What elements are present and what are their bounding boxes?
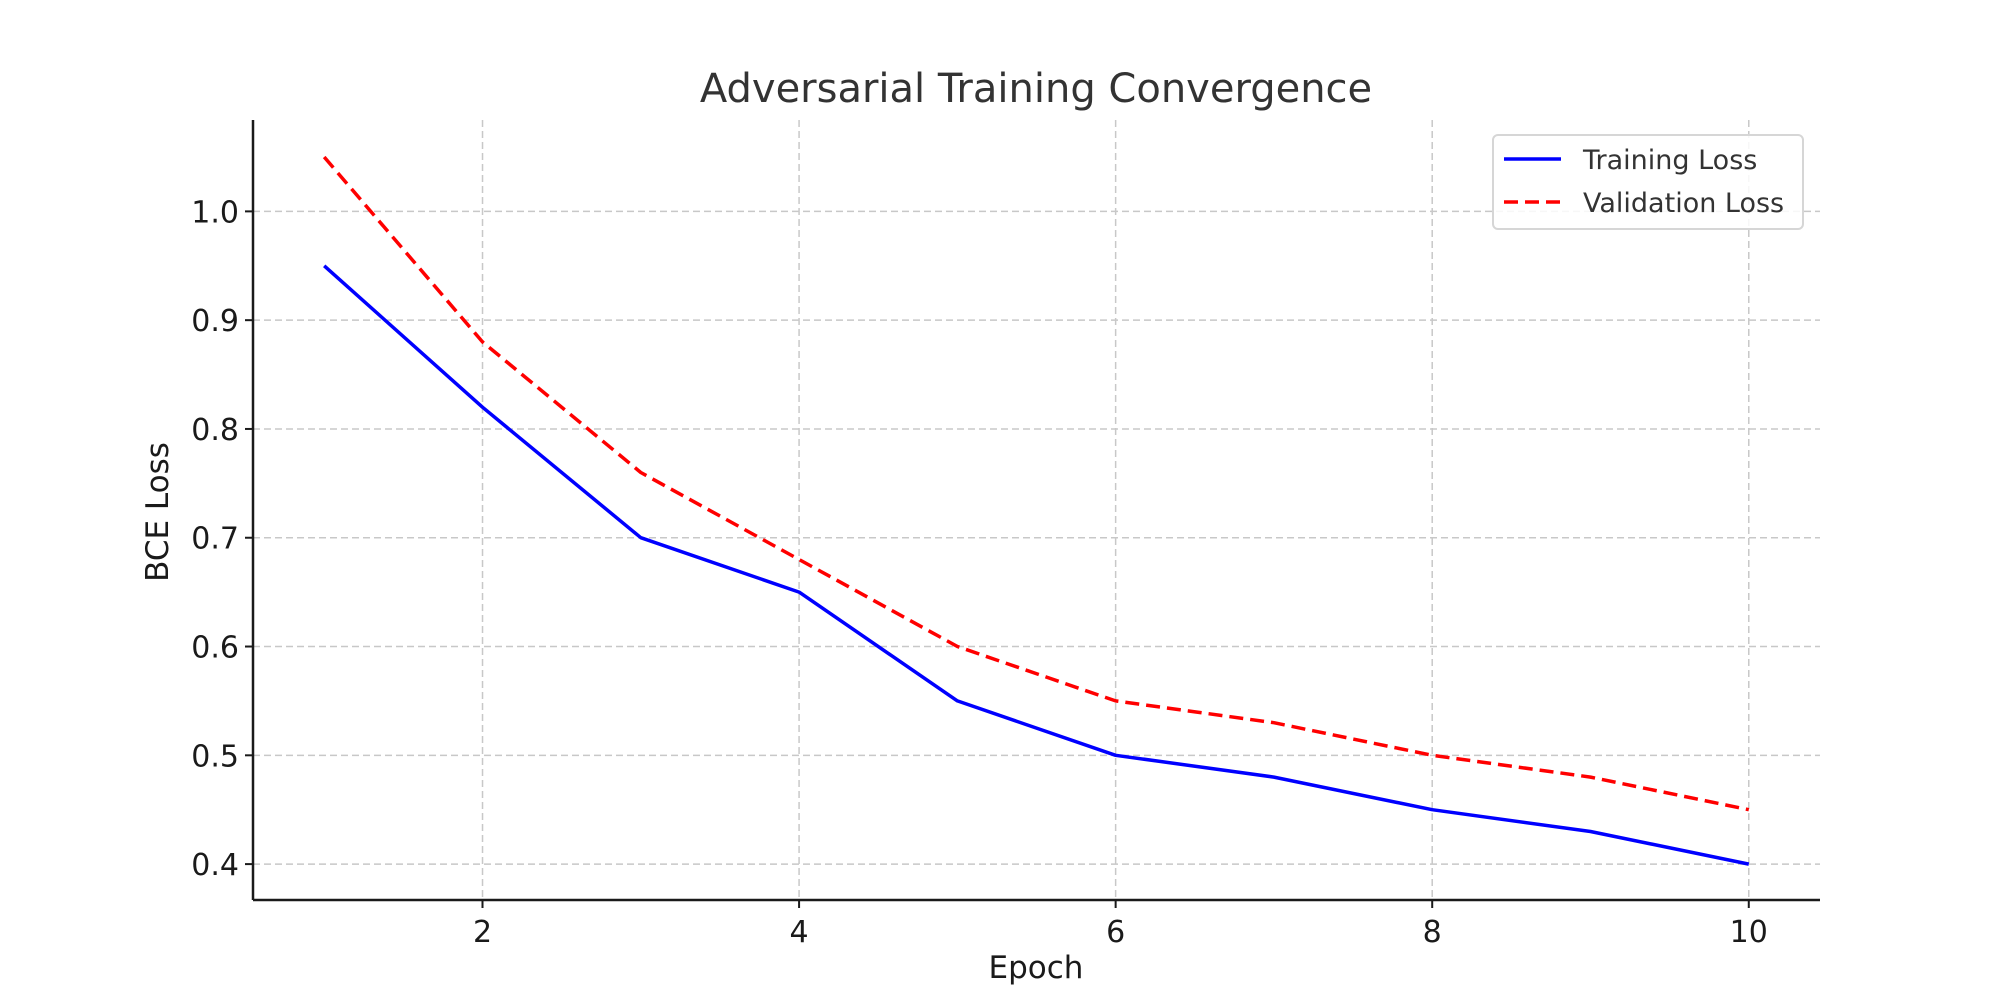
chart-title: Adversarial Training Convergence <box>700 66 1372 112</box>
y-tick-label-0.7: 0.7 <box>191 522 239 557</box>
legend-label-training-loss: Training Loss <box>1582 145 1757 176</box>
series-line-validation-loss <box>322 155 1750 812</box>
y-tick-label-0.8: 0.8 <box>191 413 239 448</box>
legend-label-validation-loss: Validation Loss <box>1583 188 1784 219</box>
x-tick-label-2: 2 <box>473 915 492 950</box>
y-tick-label-0.5: 0.5 <box>191 739 239 774</box>
x-tick-label-6: 6 <box>1106 915 1125 950</box>
axes <box>251 120 1820 902</box>
ticks: 2 4 6 8 10 0.4 0.5 0.6 0.7 0.8 0.9 1.0 <box>191 195 1768 950</box>
y-tick-label-0.4: 0.4 <box>191 848 239 883</box>
grid <box>253 120 1820 900</box>
y-tick-label-1.0: 1.0 <box>191 195 239 230</box>
legend: Training Loss Validation Loss <box>1492 134 1804 230</box>
y-axis-label: BCE Loss <box>140 442 176 582</box>
x-axis-label: Epoch <box>989 950 1084 986</box>
series-line-training-loss <box>323 264 1750 866</box>
x-tick-label-10: 10 <box>1730 915 1768 950</box>
legend-box <box>1492 134 1804 230</box>
series-layer <box>322 155 1750 866</box>
x-tick-label-8: 8 <box>1423 915 1442 950</box>
x-tick-label-4: 4 <box>790 915 809 950</box>
y-tick-label-0.9: 0.9 <box>191 304 239 339</box>
y-tick-label-0.6: 0.6 <box>191 631 239 666</box>
